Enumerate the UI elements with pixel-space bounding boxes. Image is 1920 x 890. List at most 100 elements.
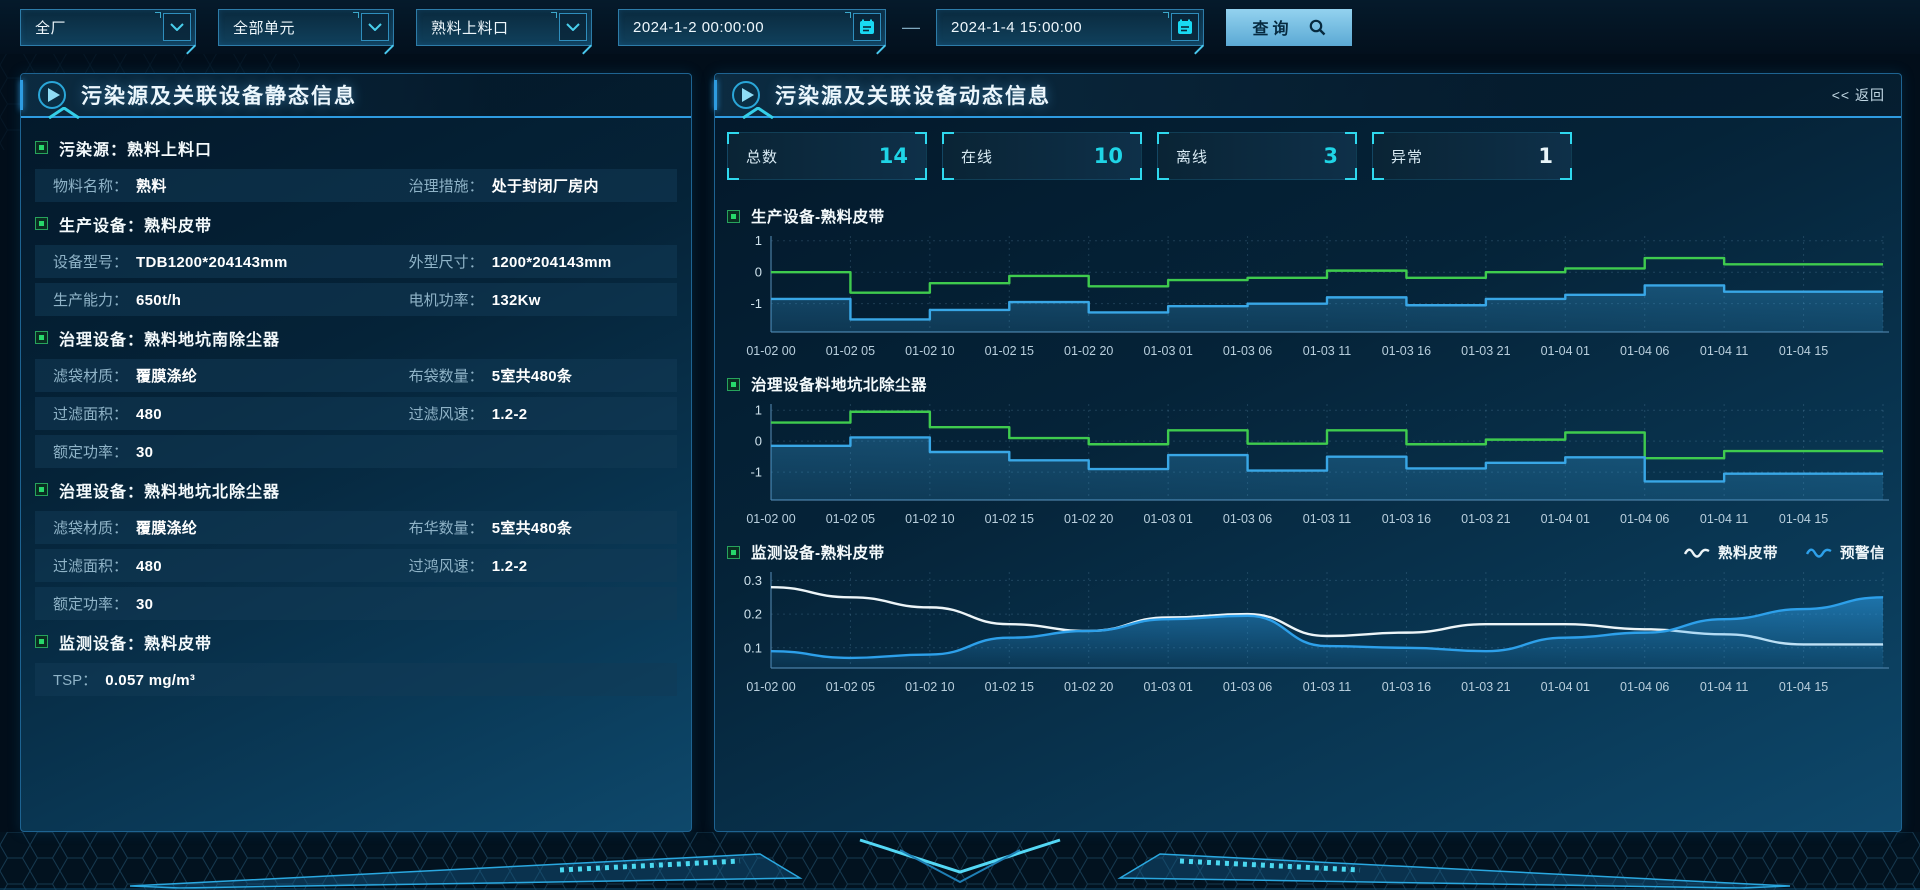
svg-text:0.2: 0.2 xyxy=(744,607,762,622)
section-header: 污染源：熟料上料口 xyxy=(35,131,677,164)
section-header: 治理设备：熟料地坑北除尘器 xyxy=(35,473,677,506)
svg-text:01-03 11: 01-03 11 xyxy=(1303,680,1351,694)
svg-text:-1: -1 xyxy=(750,296,762,311)
field-value: 30 xyxy=(136,444,154,461)
svg-text:01-02 00: 01-02 00 xyxy=(746,512,795,526)
svg-text:01-03 16: 01-03 16 xyxy=(1382,680,1431,694)
svg-text:01-02 20: 01-02 20 xyxy=(1064,680,1113,694)
calendar-icon[interactable] xyxy=(1171,13,1199,41)
chart-title-row: 生产设备-熟料皮带 xyxy=(727,202,1891,230)
start-date-value: 2024-1-2 00:00:00 xyxy=(633,18,765,36)
play-icon xyxy=(38,81,66,109)
plant-select-value: 全厂 xyxy=(35,19,67,37)
field-value: 480 xyxy=(136,558,162,575)
stat-value: 3 xyxy=(1323,144,1338,168)
section-title: 污染源：熟料上料口 xyxy=(59,141,213,159)
green-square-icon xyxy=(35,483,48,496)
info-cell: 治理措施： 处于封闭厂房内 xyxy=(409,175,677,196)
plant-select[interactable]: 全厂 xyxy=(20,8,196,46)
chart-canvas: 0.3 0.2 0.1 01-02 00 01-02 05 01-02 10 01-02 1… xyxy=(744,572,1889,694)
svg-text:01-02 05: 01-02 05 xyxy=(826,512,875,526)
source-select[interactable]: 熟料上料口 xyxy=(416,8,592,46)
green-square-icon xyxy=(35,141,48,154)
static-info-panel: 污染源及关联设备静态信息 污染源：熟料上料口物料名称： 熟料 治理措施： 处于封闭厂房… xyxy=(20,73,692,832)
svg-text:0.1: 0.1 xyxy=(744,640,762,655)
field-value: 650t/h xyxy=(136,292,182,309)
field-label: 滤袋材质： xyxy=(53,368,129,385)
svg-text:1: 1 xyxy=(755,403,762,418)
svg-text:01-03 21: 01-03 21 xyxy=(1461,680,1510,694)
query-button[interactable]: 查询 xyxy=(1226,8,1352,46)
stat-value: 14 xyxy=(878,144,908,168)
dynamic-panel-title: 污染源及关联设备动态信息 xyxy=(775,85,1051,108)
field-value: 1.2-2 xyxy=(491,558,528,575)
field-value: 覆膜涤纶 xyxy=(136,368,198,385)
play-icon xyxy=(732,81,760,109)
svg-text:01-04 01: 01-04 01 xyxy=(1541,344,1590,358)
field-label: 布华数量： xyxy=(408,520,484,537)
svg-text:01-02 00: 01-02 00 xyxy=(746,680,795,694)
svg-text:01-02 00: 01-02 00 xyxy=(746,344,795,358)
field-label: 额定功率： xyxy=(53,444,129,461)
dynamic-info-panel: 污染源及关联设备动态信息 << 返回 总数 14 在线 10 离线 3 异常 1 生产设备-熟… xyxy=(714,73,1902,832)
chevron-down-icon[interactable] xyxy=(361,13,389,41)
info-cell: 物料名称： 熟料 xyxy=(53,175,409,196)
field-label: 电机功率： xyxy=(408,292,484,309)
dynamic-panel-header: 污染源及关联设备动态信息 << 返回 xyxy=(714,74,1901,119)
calendar-icon[interactable] xyxy=(853,13,881,41)
field-value: 5室共480条 xyxy=(491,520,573,537)
section-header: 监测设备：熟料皮带 xyxy=(35,625,677,658)
info-cell: 额定功率： 30 xyxy=(53,441,409,462)
info-cell: 布华数量： 5室共480条 xyxy=(409,517,677,538)
info-cell: 额定功率： 30 xyxy=(53,593,409,614)
info-row: 过滤面积： 480 过鸿风速： 1.2-2 xyxy=(35,549,677,582)
svg-text:01-03 06: 01-03 06 xyxy=(1223,344,1272,358)
stat-card-异常: 异常 1 xyxy=(1372,132,1572,180)
svg-text:01-04 15: 01-04 15 xyxy=(1779,680,1828,694)
field-label: 设备型号： xyxy=(53,254,129,271)
chart-title: 生产设备-熟料皮带 xyxy=(751,209,885,226)
svg-text:01-03 11: 01-03 11 xyxy=(1303,512,1351,526)
green-square-icon xyxy=(727,209,740,223)
section-title: 治理设备：熟料地坑南除尘器 xyxy=(59,331,281,349)
svg-text:01-02 10: 01-02 10 xyxy=(905,680,954,694)
field-label: 过滤面积： xyxy=(53,558,129,575)
static-panel-title: 污染源及关联设备静态信息 xyxy=(81,85,357,108)
end-date-input[interactable]: 2024-1-4 15:00:00 xyxy=(936,8,1204,46)
back-button[interactable]: << 返回 xyxy=(1831,87,1885,103)
svg-text:1: 1 xyxy=(755,233,762,248)
chevron-down-icon[interactable] xyxy=(163,13,191,41)
query-button-label: 查询 xyxy=(1252,21,1293,38)
info-cell: 滤袋材质： 覆膜涤纶 xyxy=(53,517,409,538)
chart-title-row: 监测设备-熟料皮带 熟料皮带 预警信 xyxy=(727,538,1891,566)
wave-line-icon xyxy=(1806,548,1832,558)
info-cell: 过鸿风速： 1.2-2 xyxy=(409,555,677,576)
green-square-icon xyxy=(35,635,48,648)
chevron-down-icon[interactable] xyxy=(559,13,587,41)
svg-text:01-02 10: 01-02 10 xyxy=(905,512,954,526)
end-date-value: 2024-1-4 15:00:00 xyxy=(951,18,1083,36)
svg-text:01-02 20: 01-02 20 xyxy=(1064,512,1113,526)
green-square-icon xyxy=(35,217,48,230)
field-value: 处于封闭厂房内 xyxy=(491,178,599,195)
info-cell: 过滤面积： 480 xyxy=(53,555,409,576)
info-row: 额定功率： 30 xyxy=(35,435,677,468)
legend-item: 预警信 xyxy=(1806,542,1885,563)
svg-text:01-03 21: 01-03 21 xyxy=(1461,512,1510,526)
bottom-tech-decoration xyxy=(0,832,1920,890)
info-cell: 布袋数量： 5室共480条 xyxy=(409,365,677,386)
field-label: 过滤风速： xyxy=(408,406,484,423)
stat-card-总数: 总数 14 xyxy=(727,132,927,180)
chart-block-monitor: 监测设备-熟料皮带 熟料皮带 预警信 0.3 0.2 0.1 01-02 00 01-02 0… xyxy=(727,538,1891,703)
unit-select[interactable]: 全部单元 xyxy=(218,8,394,46)
start-date-input[interactable]: 2024-1-2 00:00:00 xyxy=(618,8,886,46)
field-label: 布袋数量： xyxy=(408,368,484,385)
chart-title: 监测设备-熟料皮带 xyxy=(751,545,885,562)
chart-title: 治理设备料地坑北除尘器 xyxy=(751,377,928,394)
section-title: 治理设备：熟料地坑北除尘器 xyxy=(59,483,281,501)
info-cell: 生产能力： 650t/h xyxy=(53,289,409,310)
svg-text:01-02 15: 01-02 15 xyxy=(985,680,1034,694)
svg-text:0: 0 xyxy=(755,434,762,449)
stat-label: 异常 xyxy=(1391,148,1424,166)
info-cell: 外型尺寸： 1200*204143mm xyxy=(409,251,677,272)
